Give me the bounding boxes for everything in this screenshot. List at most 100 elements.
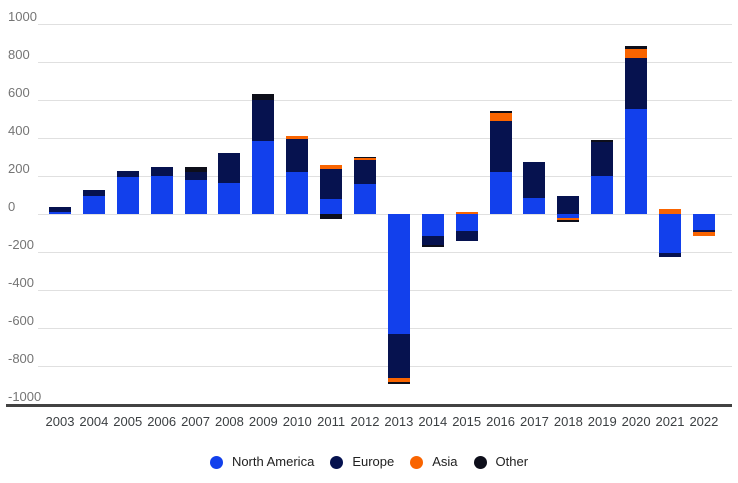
legend-item-other[interactable]: Other: [473, 455, 528, 469]
y-axis-tick-label-1000: 1000: [8, 9, 37, 24]
bar-segment-2018-north-america[interactable]: [557, 214, 580, 218]
x-axis-label-2014: 2014: [418, 414, 448, 429]
y-axis-tick-label--600: -600: [8, 313, 35, 328]
legend-label-north-america: North America: [231, 454, 315, 469]
bar-segment-2014-other[interactable]: [421, 245, 444, 248]
x-axis-label-2017: 2017: [519, 414, 549, 429]
legend-item-north-america[interactable]: North America: [209, 454, 315, 469]
x-axis-label-2015: 2015: [452, 414, 482, 429]
bar-segment-2016-asia[interactable]: [489, 113, 512, 121]
gridline--400: [38, 290, 732, 291]
x-axis-label-2005: 2005: [113, 414, 143, 429]
x-axis-label-2021: 2021: [655, 414, 685, 429]
bar-segment-2018-europe[interactable]: [557, 195, 580, 214]
bar-segment-2013-asia[interactable]: [387, 378, 410, 383]
x-axis-label-2019: 2019: [587, 414, 617, 429]
bar-segment-2017-north-america[interactable]: [523, 197, 546, 214]
gridline-400: [38, 138, 732, 139]
x-axis-label-2008: 2008: [214, 414, 244, 429]
bar-segment-2019-north-america[interactable]: [591, 176, 614, 214]
legend-swatch-icon-other: [473, 455, 487, 469]
bar-segment-2016-other[interactable]: [489, 111, 512, 114]
x-axis-label-2006: 2006: [147, 414, 177, 429]
bar-segment-2012-other[interactable]: [354, 157, 376, 158]
y-axis-tick-label-0: 0: [8, 199, 16, 214]
legend-label-europe: Europe: [352, 454, 395, 469]
bar-segment-2012-asia[interactable]: [354, 157, 376, 160]
gridline--800: [38, 366, 732, 367]
legend-label-asia: Asia: [432, 454, 458, 469]
bar-segment-2008-europe[interactable]: [218, 153, 241, 183]
bar-segment-2014-north-america[interactable]: [421, 214, 444, 236]
bar-segment-2003-europe[interactable]: [49, 207, 71, 213]
y-axis-tick-label--800: -800: [8, 351, 35, 366]
bar-segment-2013-other[interactable]: [387, 382, 410, 385]
bar-segment-2021-asia[interactable]: [659, 209, 682, 214]
bar-segment-2011-asia[interactable]: [320, 164, 343, 170]
bar-segment-2021-north-america[interactable]: [659, 214, 682, 253]
bar-segment-2013-europe[interactable]: [387, 333, 410, 379]
x-axis-label-2009: 2009: [248, 414, 278, 429]
x-axis-label-2007: 2007: [181, 414, 210, 429]
bar-segment-2019-other[interactable]: [591, 139, 614, 142]
gridline-200: [38, 176, 732, 177]
bar-segment-2007-other[interactable]: [184, 167, 207, 173]
legend-swatch-icon-asia: [410, 455, 424, 469]
bar-segment-2009-north-america[interactable]: [252, 140, 275, 214]
bar-segment-2022-europe[interactable]: [692, 230, 715, 233]
x-axis-label-2022: 2022: [689, 414, 719, 429]
bar-segment-2007-north-america[interactable]: [184, 179, 207, 214]
x-axis-label-2011: 2011: [317, 414, 346, 429]
bar-segment-2011-north-america[interactable]: [320, 198, 343, 214]
bar-segment-2006-north-america[interactable]: [150, 176, 173, 214]
bar-segment-2003-north-america[interactable]: [49, 212, 71, 214]
bar-segment-2020-asia[interactable]: [625, 48, 648, 59]
bar-segment-2010-asia[interactable]: [286, 136, 309, 139]
gridline-800: [38, 62, 732, 63]
bar-segment-2008-north-america[interactable]: [218, 182, 241, 214]
bar-segment-2009-other[interactable]: [252, 94, 275, 100]
bar-segment-2020-north-america[interactable]: [625, 108, 648, 214]
bar-segment-2012-north-america[interactable]: [354, 183, 376, 214]
bar-segment-2017-europe[interactable]: [523, 161, 546, 198]
bar-segment-2022-asia[interactable]: [692, 232, 715, 236]
bar-segment-2005-europe[interactable]: [116, 171, 139, 177]
bar-segment-2019-europe[interactable]: [591, 141, 614, 176]
bar-segment-2007-europe[interactable]: [184, 172, 207, 180]
bar-segment-2014-europe[interactable]: [421, 235, 444, 246]
bar-segment-2010-north-america[interactable]: [286, 172, 309, 214]
bar-segment-2015-north-america[interactable]: [455, 214, 478, 232]
bar-segment-2011-europe[interactable]: [320, 169, 343, 199]
x-axis-label-2010: 2010: [282, 414, 312, 429]
bar-segment-2004-north-america[interactable]: [82, 195, 105, 214]
bar-segment-2018-other[interactable]: [557, 219, 580, 222]
bar-segment-2006-europe[interactable]: [150, 166, 173, 176]
bar-segment-2011-other[interactable]: [320, 214, 343, 219]
bar-segment-2020-other[interactable]: [625, 45, 648, 49]
y-axis-tick-label--200: -200: [8, 237, 35, 252]
bar-segment-2009-europe[interactable]: [252, 100, 275, 141]
gridline--200: [38, 252, 732, 253]
bar-segment-2010-europe[interactable]: [286, 138, 309, 173]
bar-segment-2004-europe[interactable]: [82, 190, 105, 196]
bar-segment-2022-north-america[interactable]: [692, 214, 715, 231]
legend-item-europe[interactable]: Europe: [330, 455, 394, 469]
bar-segment-2016-europe[interactable]: [489, 120, 512, 173]
bar-segment-2005-north-america[interactable]: [116, 176, 139, 214]
bar-segment-2020-europe[interactable]: [625, 58, 648, 109]
bar-segment-2021-europe[interactable]: [659, 252, 682, 257]
bar-segment-2012-europe[interactable]: [354, 159, 376, 184]
x-axis-label-2020: 2020: [621, 414, 651, 429]
x-axis-label-2018: 2018: [553, 414, 583, 429]
legend-item-asia[interactable]: Asia: [410, 454, 458, 469]
bar-segment-2015-asia[interactable]: [455, 212, 478, 214]
x-axis-line: [6, 404, 732, 407]
bar-segment-2018-asia[interactable]: [557, 217, 580, 220]
bar-segment-2013-north-america[interactable]: [387, 214, 410, 334]
x-axis-label-2013: 2013: [384, 414, 414, 429]
x-axis-label-2003: 2003: [45, 414, 75, 429]
bar-segment-2016-north-america[interactable]: [489, 172, 512, 214]
bar-segment-2015-europe[interactable]: [455, 231, 478, 241]
y-axis-tick-label--400: -400: [8, 275, 35, 290]
